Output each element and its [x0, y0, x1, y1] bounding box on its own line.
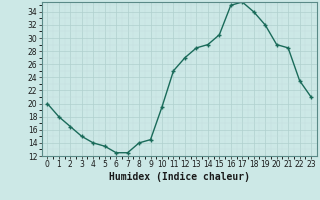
X-axis label: Humidex (Indice chaleur): Humidex (Indice chaleur): [109, 172, 250, 182]
